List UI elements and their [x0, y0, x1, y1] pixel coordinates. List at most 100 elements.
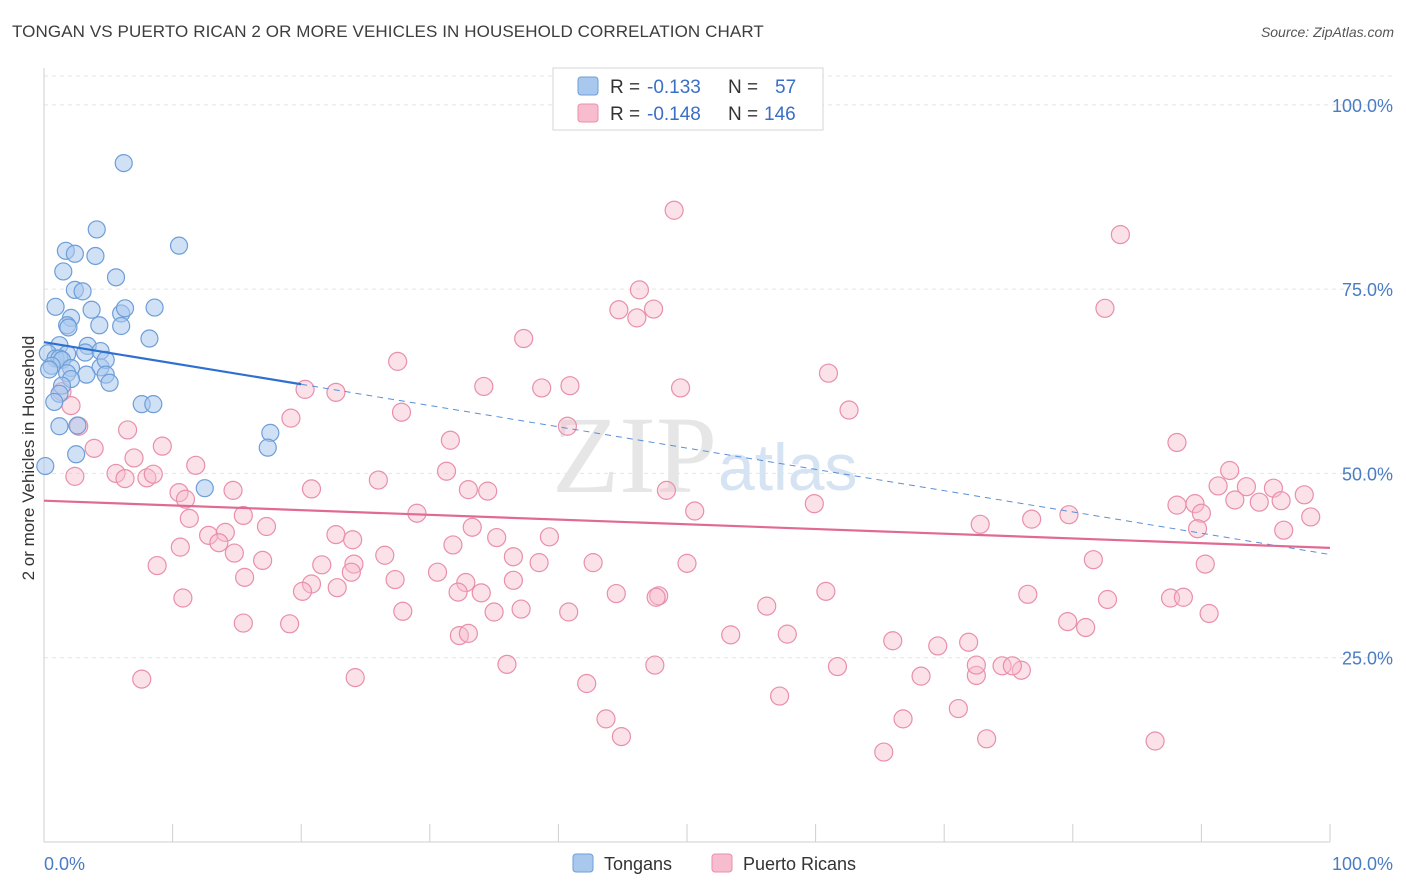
data-point-puerto-ricans — [385, 569, 405, 590]
data-point-puerto-ricans — [292, 581, 313, 601]
data-point-puerto-ricans — [1220, 460, 1240, 481]
data-point-puerto-ricans — [559, 602, 579, 622]
data-point-puerto-ricans — [893, 709, 913, 729]
data-point-puerto-ricans — [532, 378, 552, 398]
data-point-tongans — [67, 445, 86, 464]
data-point-puerto-ricans — [1236, 477, 1257, 497]
data-point-puerto-ricans — [1301, 507, 1321, 527]
trend-line-puerto-ricans — [43, 499, 1331, 549]
data-point-tongans — [82, 300, 101, 319]
data-point-puerto-ricans — [301, 479, 322, 499]
data-point-puerto-ricans — [992, 656, 1012, 676]
data-point-puerto-ricans — [1225, 490, 1245, 510]
data-point-tongans — [195, 479, 214, 498]
data-point-tongans — [261, 423, 280, 442]
data-point-puerto-ricans — [511, 599, 531, 619]
data-point-puerto-ricans — [1249, 492, 1269, 512]
data-point-puerto-ricans — [375, 545, 395, 565]
chart-title: TONGAN VS PUERTO RICAN 2 OR MORE VEHICLE… — [12, 22, 764, 41]
data-point-puerto-ricans — [326, 382, 346, 402]
data-point-puerto-ricans — [627, 308, 647, 328]
data-point-puerto-ricans — [670, 378, 691, 398]
data-point-puerto-ricans — [497, 654, 517, 674]
data-point-puerto-ricans — [223, 480, 243, 500]
tick-labels: 25.0% 50.0% 75.0% 100.0% 0.0% 100.0% — [44, 96, 1393, 874]
data-point-puerto-ricans — [440, 430, 460, 450]
data-point-tongans — [40, 360, 59, 379]
data-point-puerto-ricans — [474, 376, 494, 397]
data-point-tongans — [100, 373, 119, 392]
data-point-tongans — [73, 282, 92, 301]
axes — [43, 68, 1331, 843]
data-point-puerto-ricans — [721, 625, 741, 645]
data-point-puerto-ricans — [839, 400, 859, 420]
data-point-puerto-ricans — [1022, 509, 1042, 529]
data-point-puerto-ricans — [514, 328, 534, 349]
data-point-puerto-ricans — [152, 436, 172, 456]
data-point-puerto-ricans — [224, 543, 244, 563]
data-point-puerto-ricans — [606, 583, 626, 604]
data-point-puerto-ricans — [966, 655, 986, 675]
legend-swatch-puerto-ricans — [577, 103, 599, 123]
data-point-tongans — [90, 316, 109, 335]
data-point-puerto-ricans — [1110, 224, 1130, 245]
legend-r-value: -0.148 — [647, 104, 701, 125]
trend-line-tongans — [43, 341, 302, 386]
data-point-puerto-ricans — [874, 742, 894, 762]
data-point-puerto-ricans — [1018, 584, 1038, 604]
data-point-tongans — [258, 438, 277, 457]
data-point-puerto-ricans — [827, 656, 848, 677]
legend-r-value: -0.133 — [647, 77, 701, 98]
data-point-tongans — [65, 244, 84, 263]
bottom-legend-label-tongans: Tongans — [604, 854, 672, 874]
data-point-puerto-ricans — [1058, 611, 1078, 632]
data-point-tongans — [54, 262, 73, 281]
data-point-puerto-ricans — [1095, 298, 1115, 318]
data-point-puerto-ricans — [327, 578, 347, 598]
data-point-puerto-ricans — [769, 686, 790, 706]
data-point-puerto-ricans — [777, 624, 797, 644]
data-point-puerto-ricans — [132, 669, 152, 689]
data-point-puerto-ricans — [977, 729, 997, 749]
data-point-puerto-ricans — [1208, 476, 1228, 496]
data-point-puerto-ricans — [443, 535, 463, 555]
data-point-puerto-ricans — [596, 709, 616, 729]
data-point-puerto-ricans — [173, 588, 193, 608]
legend-n-value: 57 — [775, 77, 796, 98]
data-point-puerto-ricans — [629, 280, 650, 300]
data-point-puerto-ricans — [804, 494, 824, 514]
data-point-tongans — [106, 268, 126, 287]
data-point-tongans — [46, 297, 65, 316]
legend-n-label: N = — [728, 77, 758, 98]
legend-n-label: N = — [728, 104, 758, 125]
trend-line-tongans-extrapolated — [301, 383, 1331, 556]
data-point-puerto-ricans — [326, 525, 346, 545]
legend-r-label: R = — [610, 77, 640, 98]
data-point-puerto-ricans — [539, 527, 559, 547]
trend-lines — [43, 341, 1331, 556]
data-point-puerto-ricans — [345, 668, 365, 688]
data-point-puerto-ricans — [179, 508, 199, 528]
data-point-puerto-ricans — [280, 614, 300, 634]
legend-swatch-tongans — [577, 76, 599, 96]
series-puerto-ricans — [52, 200, 1321, 762]
bottom-legend-swatch-puerto-ricans — [711, 853, 733, 873]
data-point-puerto-ricans — [170, 537, 190, 557]
data-point-puerto-ricans — [664, 200, 684, 220]
data-point-puerto-ricans — [233, 505, 253, 526]
data-point-puerto-ricans — [281, 408, 301, 428]
y-tick-label: 75.0% — [1342, 280, 1393, 300]
source-credit: Source: ZipAtlas.com — [1260, 24, 1394, 40]
data-point-puerto-ricans — [503, 547, 523, 567]
data-point-puerto-ricans — [757, 596, 777, 616]
data-point-tongans — [86, 246, 105, 266]
data-point-tongans — [169, 236, 189, 255]
data-point-puerto-ricans — [117, 420, 138, 440]
y-tick-label: 50.0% — [1342, 464, 1393, 484]
bottom-legend-swatch-tongans — [572, 853, 594, 873]
data-point-puerto-ricans — [966, 665, 986, 686]
y-tick-label: 100.0% — [1332, 96, 1393, 116]
data-point-puerto-ricans — [645, 655, 665, 675]
data-point-puerto-ricans — [175, 489, 196, 509]
